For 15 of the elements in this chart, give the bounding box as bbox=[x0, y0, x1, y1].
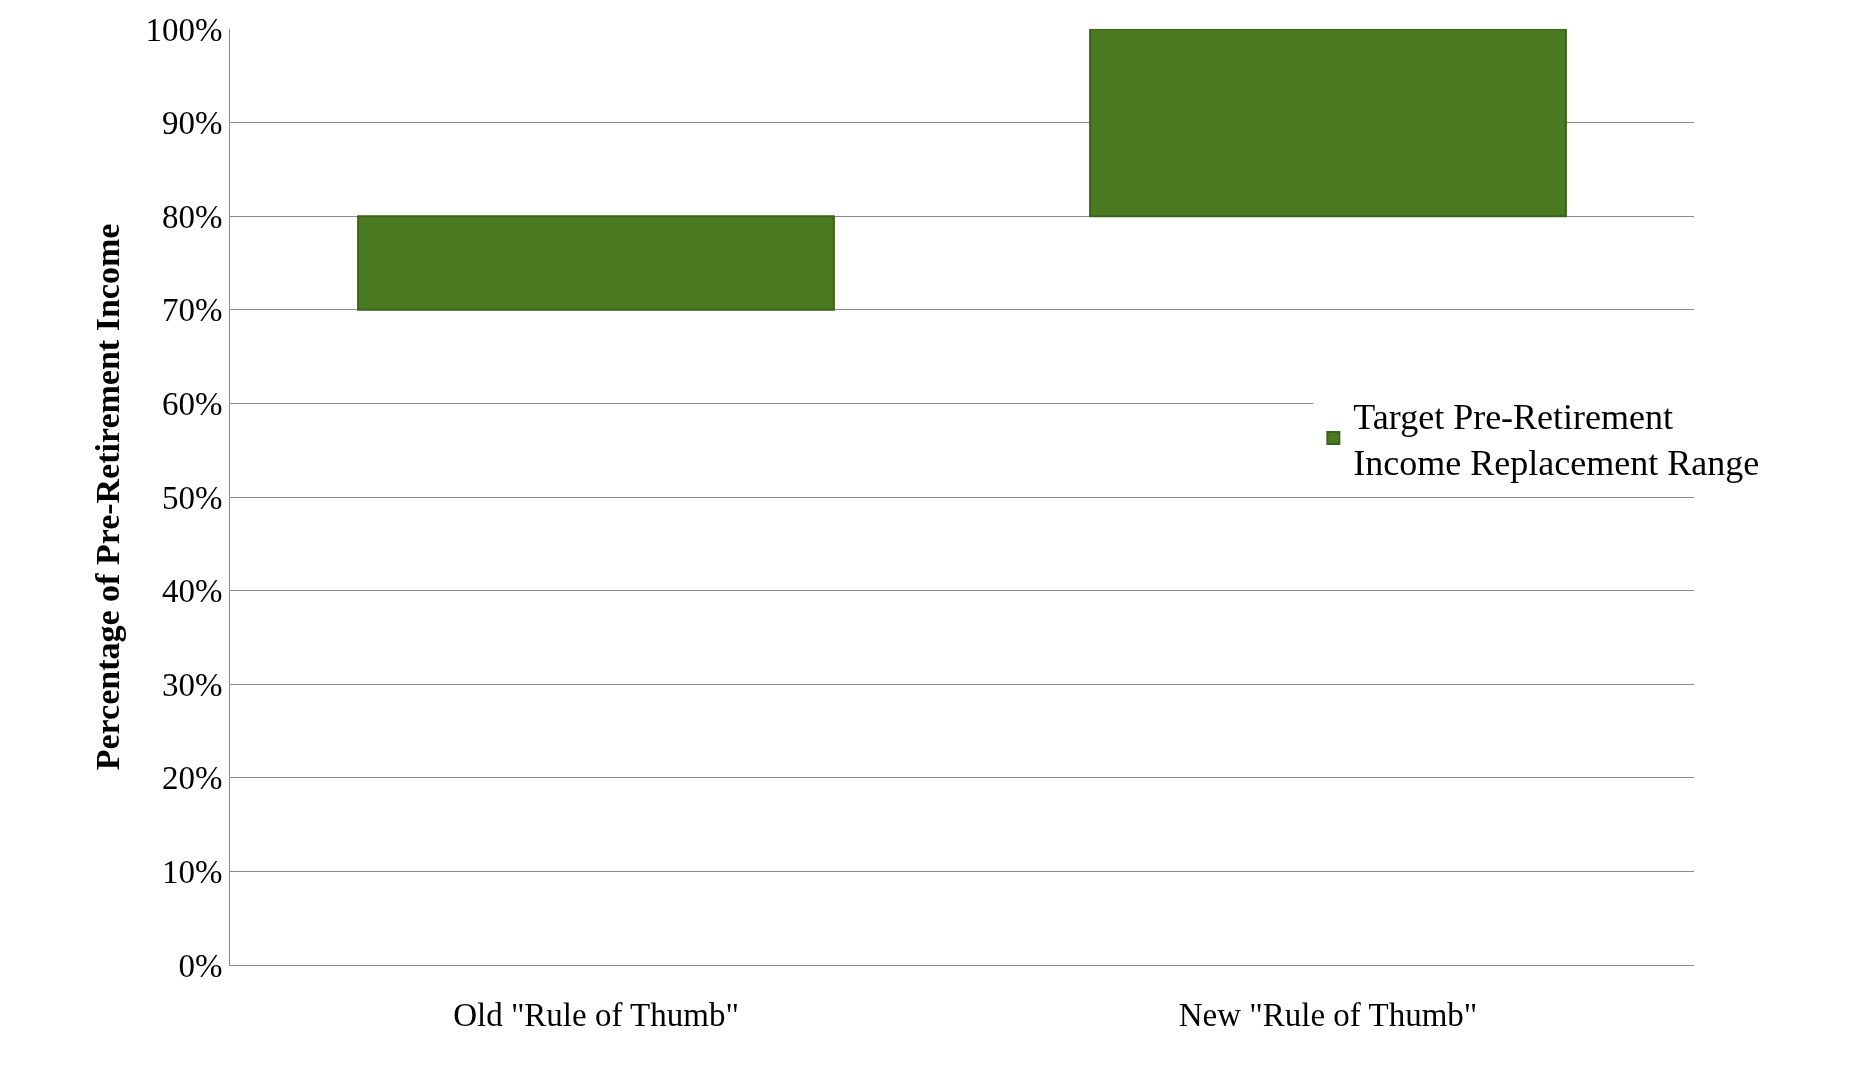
x-tick-label: Old "Rule of Thumb" bbox=[453, 996, 739, 1033]
y-axis-title: Percentage of Pre-Retirement Income bbox=[89, 223, 126, 771]
y-tick-label: 80% bbox=[161, 198, 223, 235]
y-tick-label: 40% bbox=[161, 573, 223, 610]
y-tick-label: 10% bbox=[161, 853, 223, 890]
y-tick-label: 30% bbox=[161, 666, 223, 703]
y-tick-label: 70% bbox=[161, 292, 223, 329]
y-tick-label: 90% bbox=[161, 105, 223, 142]
y-tick-label: 0% bbox=[178, 947, 223, 984]
y-tick-label: 20% bbox=[161, 760, 223, 797]
x-tick-label: New "Rule of Thumb" bbox=[1178, 996, 1478, 1033]
y-tick-label: 100% bbox=[145, 11, 223, 48]
legend-label: Target Pre-Retirement Income Replacement Range bbox=[1353, 396, 1760, 484]
y-tick-label: 50% bbox=[161, 479, 223, 516]
y-tick-label: 60% bbox=[161, 385, 223, 422]
